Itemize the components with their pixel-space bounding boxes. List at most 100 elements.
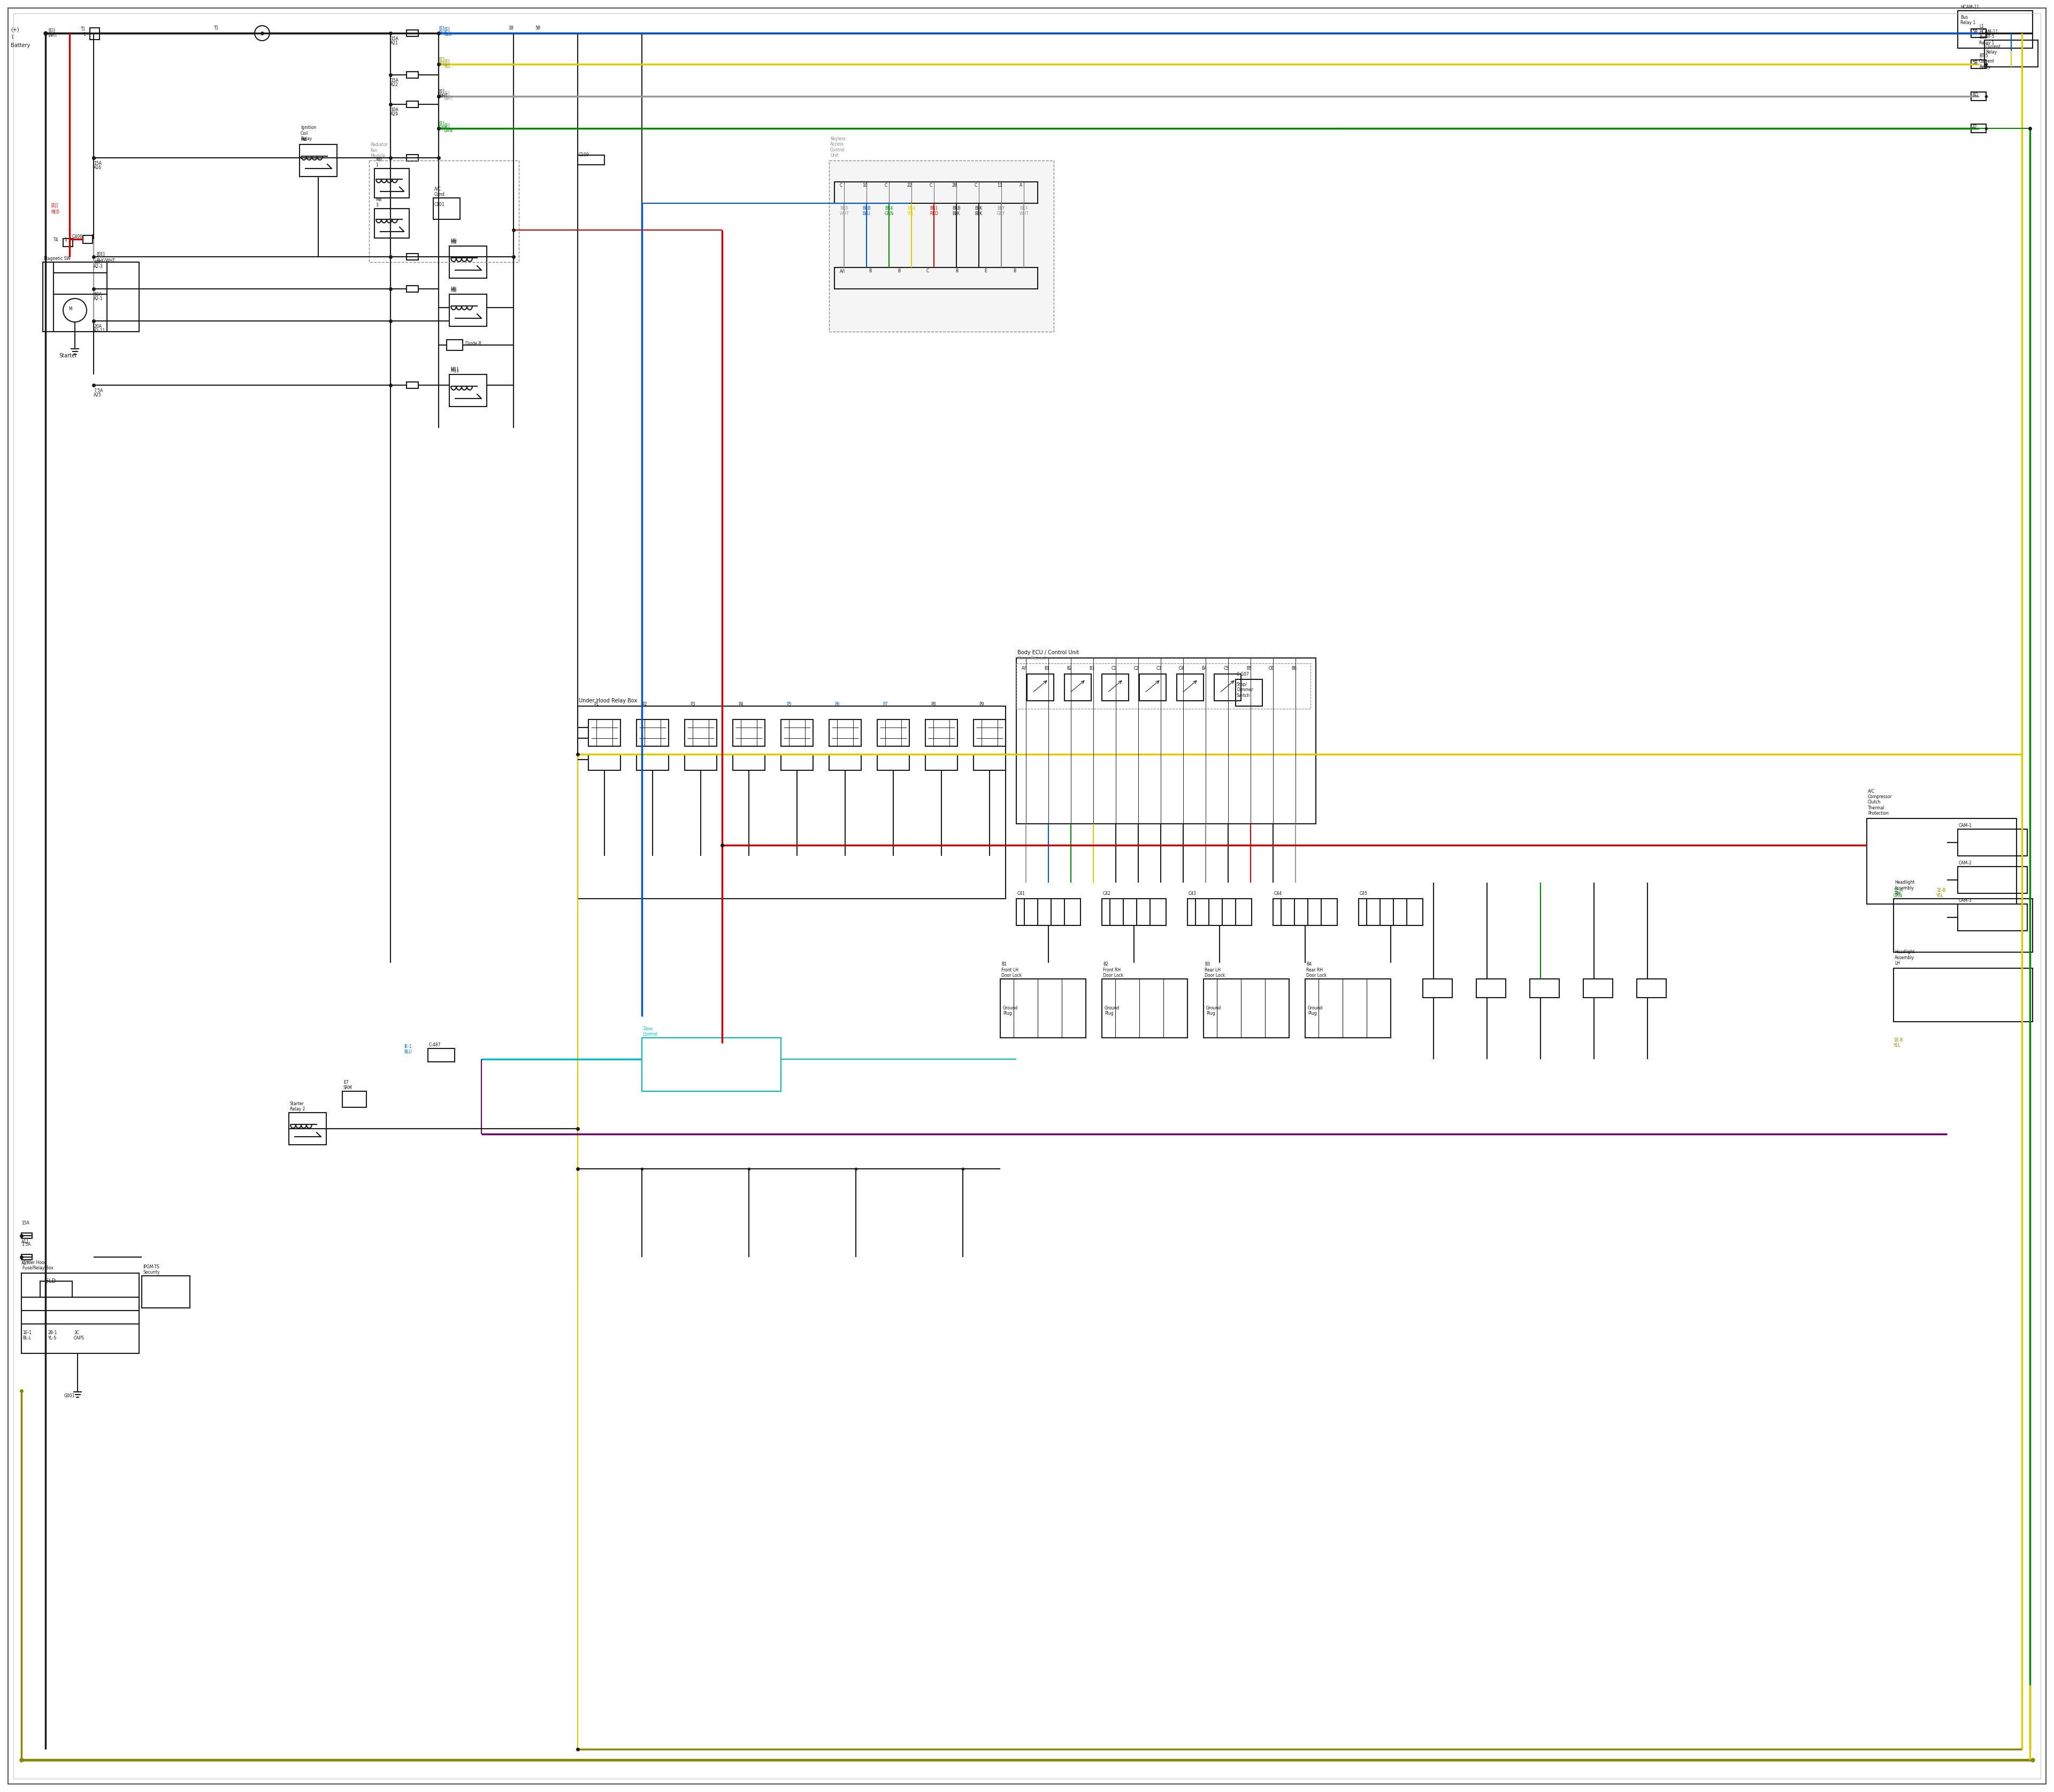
Bar [926,719,957,745]
Text: C109: C109 [579,152,589,158]
Bar [1957,903,2027,930]
Text: Current
Relay: Current Relay [1986,45,2001,56]
Bar [1530,978,1559,998]
Bar [684,719,717,745]
Bar [1017,663,1310,710]
Text: BLK/WHT: BLK/WHT [97,258,115,263]
Bar [1273,898,1337,925]
Text: A2-3: A2-3 [94,263,103,269]
Text: B4: B4 [1202,667,1208,670]
Text: B2
Front RH
Door Lock: B2 Front RH Door Lock [1103,962,1124,978]
Text: B1
Front LH
Door Lock: B1 Front LH Door Lock [1002,962,1021,978]
Text: P3: P3 [690,702,694,706]
Text: A/I: A/I [840,269,844,274]
Text: 2B-1
YL-S: 2B-1 YL-S [47,1330,58,1340]
Text: BT-5: BT-5 [1986,34,1994,39]
Bar [974,754,1006,771]
Text: 5B: 5B [1972,29,1978,34]
Text: BR4
YEL: BR4 YEL [908,206,916,217]
Text: 2B: 2B [953,183,957,188]
Bar [21,1254,33,1260]
Text: C41: C41 [1017,891,1025,896]
Bar [733,754,764,771]
Bar [433,197,460,219]
Text: P5: P5 [787,702,791,706]
Bar [407,285,419,292]
Bar [1972,91,1986,100]
Bar [1867,819,2017,903]
Text: 1E-A
GRN: 1E-A GRN [1894,889,1902,898]
Bar [407,382,419,389]
Text: [EE]: [EE] [97,251,105,256]
Text: L1: L1 [1980,23,1984,29]
Bar [781,754,813,771]
Text: M11: M11 [450,367,458,371]
Text: Ground
Plug: Ground Plug [1105,1005,1119,1016]
Bar [407,100,419,108]
Text: C4: C4 [1179,667,1185,670]
Text: Under Hood Relay Box: Under Hood Relay Box [579,699,637,704]
Bar [834,181,1037,202]
Bar [1017,898,1080,925]
Text: BT-5
Current
Relay: BT-5 Current Relay [1980,54,1994,70]
Text: A2-11: A2-11 [94,328,105,333]
Text: M9: M9 [450,240,456,246]
Text: BR1
RED: BR1 RED [930,206,939,217]
Text: C45: C45 [1360,891,1368,896]
Text: C406: C406 [72,235,82,238]
Text: HCAM-11
Bus
Relay 1: HCAM-11 Bus Relay 1 [1980,29,1999,45]
Bar [1423,978,1452,998]
Text: B: B [1013,269,1017,274]
Text: 7.5A: 7.5A [94,389,103,392]
Text: P2: P2 [641,702,647,706]
Bar [1957,867,2027,894]
Text: A29: A29 [390,111,398,116]
Bar [1237,679,1263,706]
Text: Ground
Plug: Ground Plug [1206,1005,1222,1016]
Text: B1: B1 [1043,667,1050,670]
Text: M: M [70,306,72,312]
Bar [1017,658,1317,824]
Text: A25: A25 [94,392,101,398]
Bar [781,719,813,745]
Bar [1000,978,1087,1038]
Bar [1064,674,1091,701]
Bar [407,253,419,260]
Text: M9
1: M9 1 [376,158,382,167]
Bar [1358,898,1423,925]
Text: HCAM-11: HCAM-11 [1960,5,1980,9]
Bar [830,161,1054,332]
Text: T4: T4 [53,238,60,242]
Bar [43,262,140,332]
Text: ELD: ELD [45,1278,55,1283]
Bar [1972,59,1986,68]
Text: M4: M4 [300,138,306,142]
Text: WHT: WHT [440,93,448,99]
Text: M8: M8 [450,289,456,294]
Bar [374,208,409,238]
Text: M8
3: M8 3 [376,197,382,208]
Text: P9: P9 [980,702,984,706]
Text: [EJ]: [EJ] [51,202,58,208]
Bar [1101,898,1167,925]
Text: C5: C5 [1224,667,1228,670]
Text: BRX
WHT: BRX WHT [1019,206,1029,217]
Text: 1B: 1B [507,25,514,30]
Text: 50A: 50A [94,292,101,297]
Text: C-G07: C-G07 [1237,672,1249,677]
Bar [877,754,910,771]
Bar [142,1276,189,1308]
Text: Headlight
Assembly
RH: Headlight Assembly RH [1894,880,1914,896]
Text: 10A: 10A [390,108,398,113]
Text: P8: P8 [930,702,937,706]
Bar [427,1048,454,1063]
Text: A/C
Compressor
Clutch
Thermal
Protection: A/C Compressor Clutch Thermal Protection [1867,788,1892,815]
Text: 1E-B
YEL: 1E-B YEL [1937,889,1945,898]
Text: B5: B5 [1247,667,1251,670]
Text: B3
Rear LH
Door Lock: B3 Rear LH Door Lock [1204,962,1224,978]
Text: Starter
Relay 2: Starter Relay 2 [290,1102,306,1111]
Text: T1: T1 [80,27,86,32]
Bar [1101,978,1187,1038]
Text: C: C [840,183,842,188]
Text: [E]: [E] [440,90,444,93]
